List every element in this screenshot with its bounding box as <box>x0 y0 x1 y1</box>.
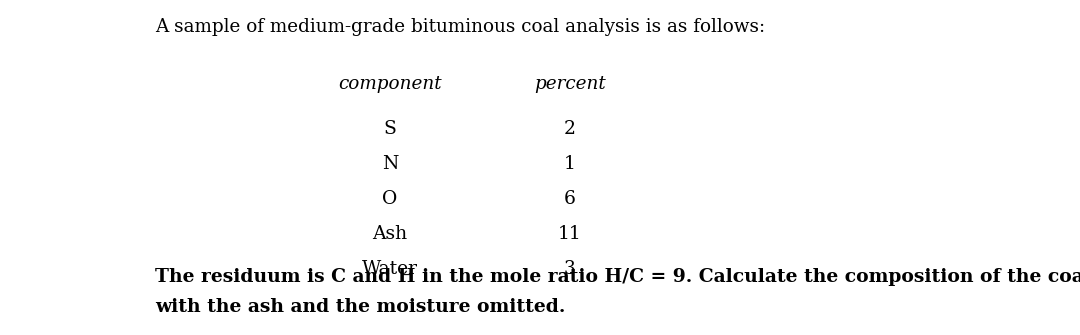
Text: 1: 1 <box>564 155 576 173</box>
Text: 2: 2 <box>564 120 576 138</box>
Text: Water: Water <box>362 260 418 278</box>
Text: The residuum is C and H in the mole ratio H/C = 9. Calculate the composition of : The residuum is C and H in the mole rati… <box>156 268 1080 286</box>
Text: Ash: Ash <box>373 225 407 243</box>
Text: percent: percent <box>535 75 606 93</box>
Text: O: O <box>382 190 397 208</box>
Text: component: component <box>338 75 442 93</box>
Text: with the ash and the moisture omitted.: with the ash and the moisture omitted. <box>156 298 565 316</box>
Text: N: N <box>382 155 399 173</box>
Text: 3: 3 <box>564 260 576 278</box>
Text: S: S <box>383 120 396 138</box>
Text: 11: 11 <box>558 225 582 243</box>
Text: A sample of medium-grade bituminous coal analysis is as follows:: A sample of medium-grade bituminous coal… <box>156 18 765 36</box>
Text: 6: 6 <box>564 190 576 208</box>
